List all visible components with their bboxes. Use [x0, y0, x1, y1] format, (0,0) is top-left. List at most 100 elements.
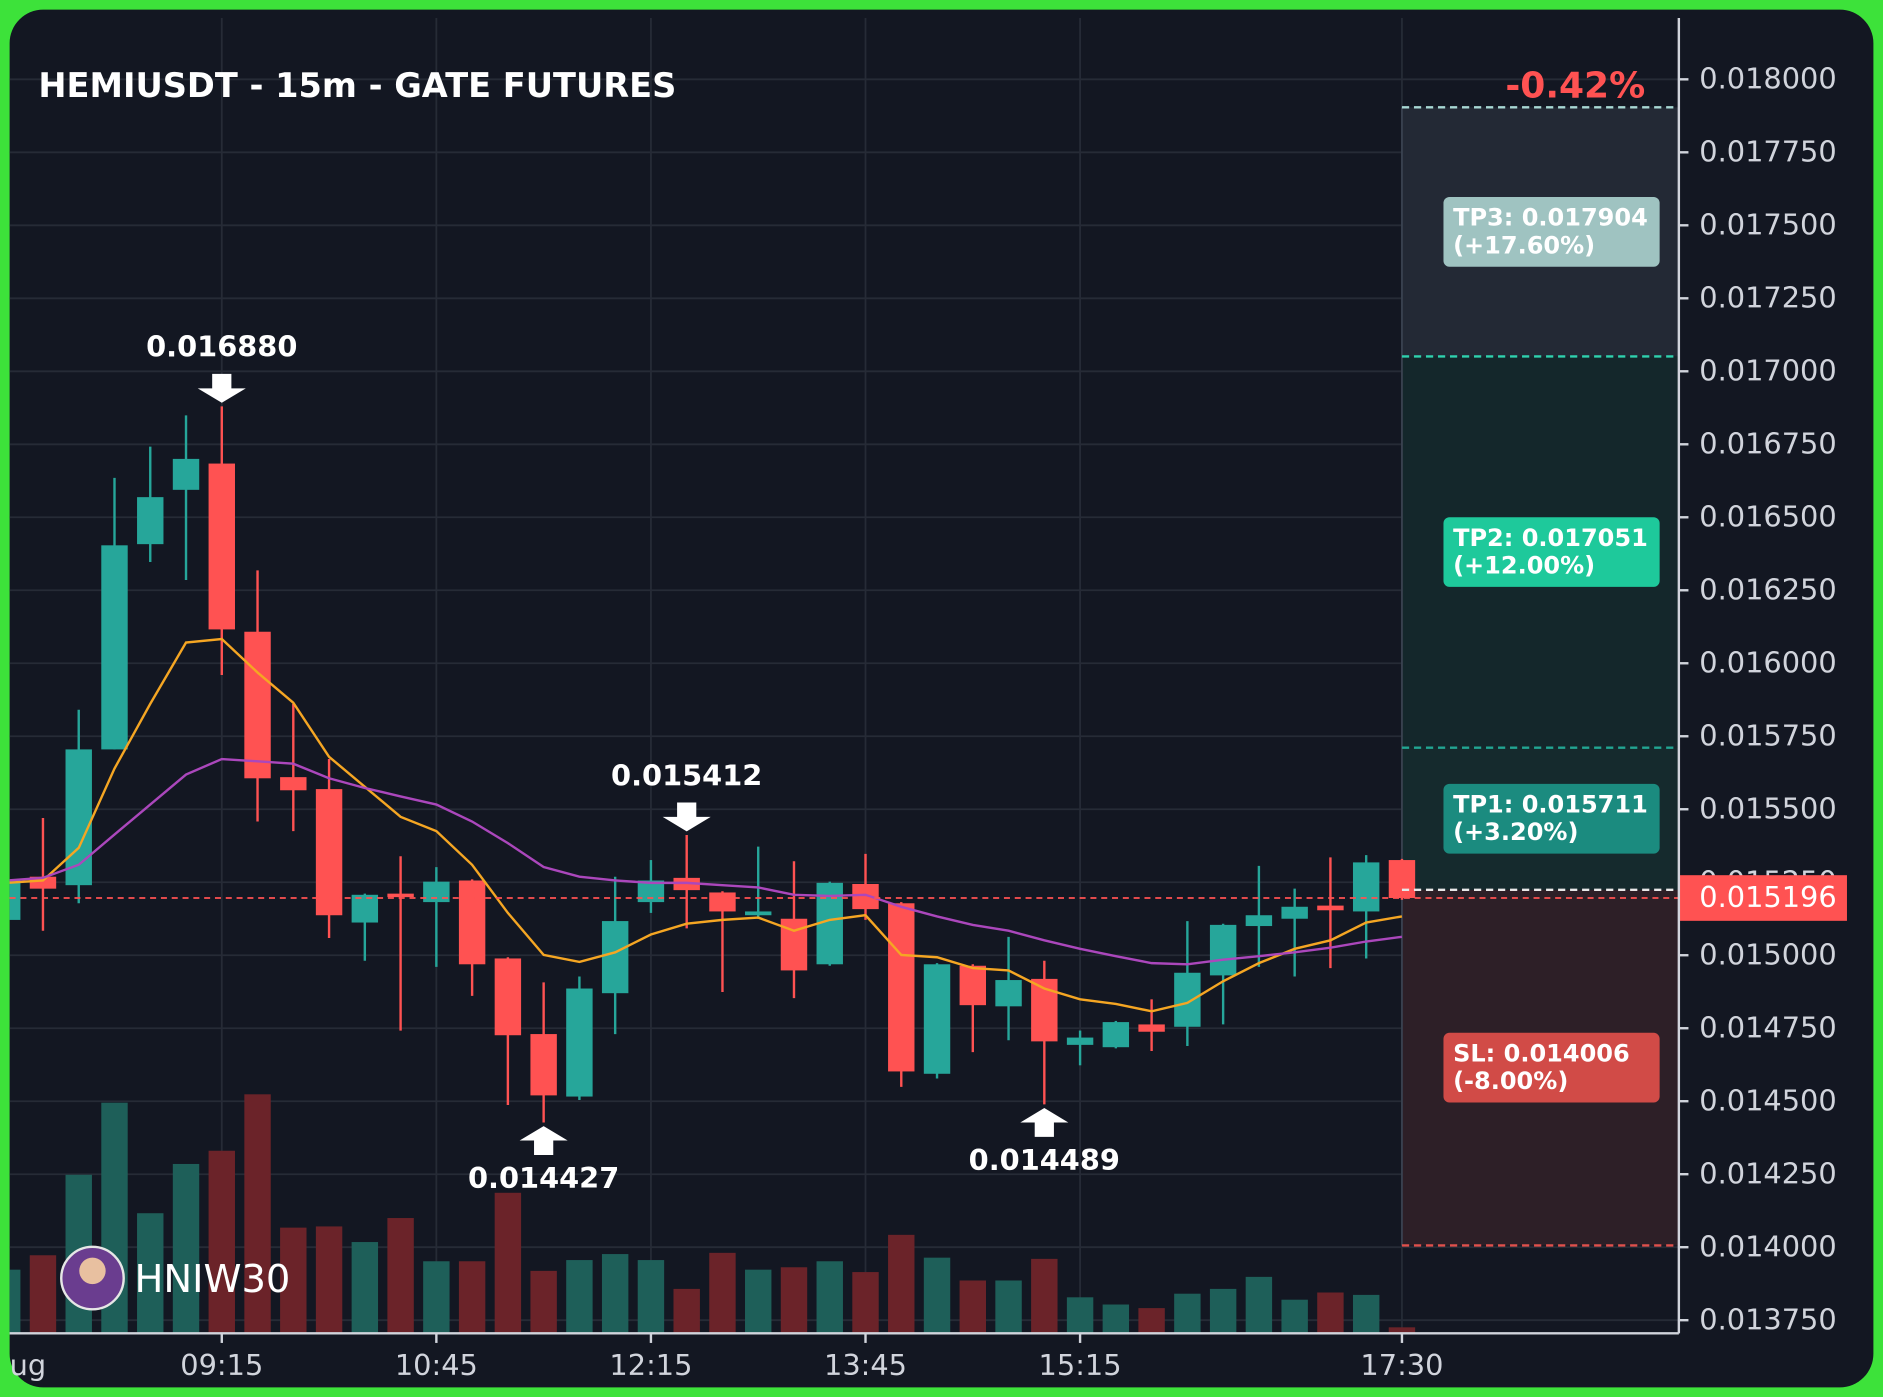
moving-average — [9, 637, 1403, 1013]
x-tick-label: 09:15 — [180, 1348, 263, 1382]
candle-body — [65, 749, 92, 886]
candle-body — [387, 893, 414, 898]
candle-body — [1138, 1024, 1165, 1032]
volume-bar — [137, 1213, 164, 1334]
candle-body — [1245, 915, 1273, 927]
volume-bar — [1066, 1297, 1094, 1334]
level-change: (-8.00%) — [1453, 1067, 1568, 1095]
candle-body — [601, 921, 629, 994]
level-label: TP3: 0.017904 — [1453, 204, 1648, 232]
x-tick-label: 10:45 — [395, 1348, 478, 1382]
watermark: HNIW30 — [135, 1257, 291, 1302]
level-label: SL: 0.014006 — [1453, 1039, 1630, 1067]
volume-bar — [1102, 1304, 1130, 1334]
volume-bar — [208, 1150, 235, 1334]
last-price-label: 0.015196 — [1699, 880, 1836, 914]
y-tick-label: 0.014750 — [1699, 1010, 1836, 1044]
candle-body — [1352, 862, 1380, 912]
volume-bar — [423, 1261, 450, 1334]
y-tick-label: 0.016250 — [1699, 572, 1836, 606]
volume-bar — [530, 1270, 557, 1334]
volume-bar — [1388, 1327, 1416, 1334]
volume-bar — [566, 1260, 593, 1334]
candle-body — [423, 881, 450, 903]
x-tick-label: 17:30 — [1360, 1348, 1443, 1382]
volume-bar — [888, 1234, 915, 1334]
x-tick-label: 13:45 — [824, 1348, 907, 1382]
overlays — [9, 637, 1403, 1013]
y-tick-label: 0.017000 — [1699, 353, 1836, 387]
y-tick-label: 0.015000 — [1699, 937, 1836, 971]
candle-body — [709, 892, 736, 912]
volume-bar — [1031, 1258, 1058, 1334]
level-change: (+12.00%) — [1453, 551, 1595, 579]
y-tick-label: 0.017250 — [1699, 281, 1836, 315]
volume-bar — [637, 1260, 665, 1334]
avatar-face — [79, 1257, 106, 1285]
candle-body — [244, 631, 271, 779]
volume-bar — [494, 1192, 522, 1334]
volume-bar — [959, 1280, 987, 1334]
candle-body — [959, 965, 987, 1006]
volume-bar — [29, 1255, 57, 1334]
level-label: TP2: 0.017051 — [1453, 524, 1648, 552]
y-tick-label: 0.015500 — [1699, 791, 1836, 825]
chart-title: HEMIUSDT - 15m - GATE FUTURES — [38, 66, 676, 105]
candle-body — [315, 789, 343, 916]
y-tick-label: 0.018000 — [1699, 62, 1836, 96]
candle-body — [280, 777, 307, 791]
candle-body — [137, 497, 164, 545]
candle-body — [458, 880, 486, 965]
y-tick-label: 0.017500 — [1699, 208, 1836, 242]
volume-bar — [673, 1288, 700, 1334]
candle-body — [745, 911, 772, 916]
candle-body — [566, 988, 593, 1097]
level-change: (+17.60%) — [1453, 231, 1595, 259]
level-change: (+3.20%) — [1453, 818, 1578, 846]
y-tick-label: 0.014000 — [1699, 1229, 1836, 1263]
volume-bar — [745, 1269, 772, 1334]
y-tick-label: 0.016000 — [1699, 645, 1836, 679]
y-tick-label: 0.013750 — [1699, 1302, 1836, 1336]
candle-body — [101, 545, 128, 750]
level-box — [1443, 197, 1660, 267]
moving-average — [9, 757, 1403, 966]
x-tick-label: ug — [10, 1348, 47, 1382]
candle-body — [637, 880, 665, 903]
level-box — [1443, 517, 1660, 587]
volume-bar — [1352, 1294, 1380, 1334]
candle-body — [29, 876, 57, 889]
volume-bar — [1174, 1293, 1201, 1334]
y-tick-label: 0.017750 — [1699, 135, 1836, 169]
y-tick-label: 0.014500 — [1699, 1083, 1836, 1117]
volume-bar — [244, 1094, 271, 1334]
volume-bar — [709, 1252, 736, 1334]
candle-body — [923, 964, 951, 1074]
level-label: TP1: 0.015711 — [1453, 791, 1648, 819]
candle-body — [1209, 924, 1237, 976]
y-tick-label: 0.016500 — [1699, 499, 1836, 533]
candle-body — [1102, 1022, 1130, 1048]
volume-bar — [1209, 1288, 1237, 1334]
high-arrow — [197, 373, 246, 403]
volume-bar — [780, 1267, 808, 1334]
volume-bar — [172, 1163, 200, 1334]
high-label: 0.016880 — [146, 330, 297, 364]
candle-body — [1317, 905, 1344, 911]
level-box — [1443, 783, 1660, 854]
volume-bar — [1317, 1292, 1344, 1334]
volume-bar — [351, 1242, 379, 1334]
candle-body — [1066, 1037, 1094, 1045]
x-tick-label: 15:15 — [1039, 1348, 1122, 1382]
x-tick-label: 12:15 — [609, 1348, 692, 1382]
volume-bar — [280, 1227, 307, 1334]
candle-body — [1174, 972, 1201, 1027]
price-change: -0.42% — [1505, 66, 1645, 107]
candle-body — [494, 958, 522, 1036]
high-label: 0.015412 — [611, 758, 762, 792]
y-tick-label: 0.016750 — [1699, 426, 1836, 460]
labels: 0.018000 0.017750 0.017500 0.017250 0.017000… — [10, 62, 1847, 1382]
low-label: 0.014489 — [969, 1143, 1120, 1177]
volume-bar — [852, 1272, 879, 1334]
